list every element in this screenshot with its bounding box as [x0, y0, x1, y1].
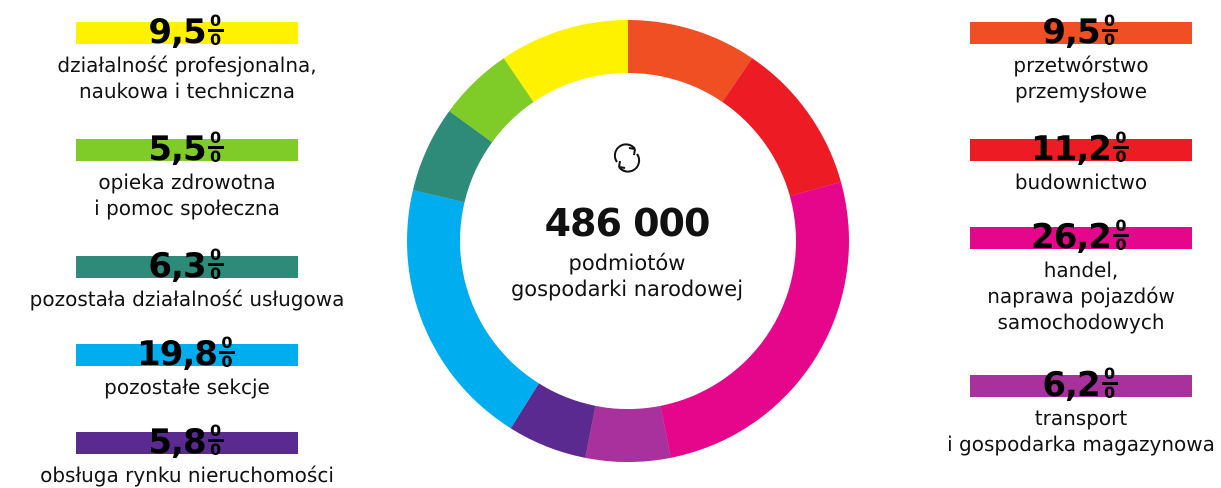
total-label: podmiotów gospodarki narodowej — [487, 250, 767, 302]
legend-label-line: obsługa rynku nieruchomości — [40, 463, 334, 487]
legend-label-line: przemysłowe — [1014, 79, 1148, 103]
legend-label-line: handel, — [1043, 258, 1119, 282]
chart-center: 486 000 podmiotów gospodarki narodowej — [487, 140, 767, 302]
legend-value: 26,2 0 0 — [970, 218, 1192, 255]
legend-item-health: 5,5 0 0 opieka zdrowotna i pomoc społeczna — [17, 130, 357, 221]
legend-label-line: i pomoc społeczna — [94, 196, 280, 220]
legend-color-bar: 26,2 0 0 — [970, 218, 1192, 255]
total-label-line: podmiotów — [568, 251, 686, 275]
legend-item-professional: 9,5 0 0 działalność profesjonalna, naukowa… — [17, 13, 357, 104]
legend-label-line: naukowa i techniczna — [78, 79, 296, 103]
donut-slice — [407, 190, 539, 429]
legend-label-line: działalność profesjonalna, — [57, 53, 317, 77]
donut-slice — [660, 182, 849, 458]
donut-slice — [628, 20, 753, 103]
legend-label-line: i gospodarka magazynowa — [947, 432, 1215, 456]
legend-item-other-sections: 19,8 0 0 pozostałe sekcje — [17, 335, 357, 400]
legend-item-transport: 6,2 0 0 transport i gospodarka magazynowa — [911, 366, 1221, 457]
legend-label-line: transport — [1034, 406, 1128, 430]
total-value: 486 000 — [544, 201, 711, 245]
donut-slice — [449, 58, 534, 143]
legend-label: obsługa rynku nieruchomości — [17, 462, 357, 488]
donut-slice — [585, 405, 671, 463]
legend-value: 5,8 0 0 — [76, 423, 298, 460]
legend-label-line: opieka zdrowotna — [98, 170, 276, 194]
legend-color-bar: 19,8 0 0 — [76, 335, 298, 372]
legend-color-bar: 5,5 0 0 — [76, 130, 298, 167]
legend-label: transport i gospodarka magazynowa — [911, 405, 1221, 457]
legend-item-trade: 26,2 0 0 handel, naprawa pojazdów samochod… — [911, 218, 1221, 335]
legend-label-line: przetwórstwo — [1013, 53, 1149, 77]
legend-value: 9,5 0 0 — [76, 13, 298, 50]
legend-label-line: pozostałe sekcje — [104, 375, 270, 399]
legend-label-line: pozostała działalność usługowa — [29, 287, 345, 311]
legend-label: przetwórstwo przemysłowe — [911, 52, 1221, 104]
legend-item-construction: 11,2 0 0 budownictwo — [911, 130, 1221, 195]
legend-label-line: budownictwo — [1014, 170, 1148, 194]
legend-color-bar: 6,2 0 0 — [970, 366, 1192, 403]
legend-value: 9,5 0 0 — [970, 13, 1192, 50]
legend-value: 6,2 0 0 — [970, 366, 1192, 403]
donut-slice — [510, 383, 596, 458]
legend-item-manufacturing: 9,5 0 0 przetwórstwo przemysłowe — [911, 13, 1221, 104]
legend-label: opieka zdrowotna i pomoc społeczna — [17, 169, 357, 221]
legend-value: 11,2 0 0 — [970, 130, 1192, 167]
legend-item-other-services: 6,3 0 0 pozostała działalność usługowa — [17, 247, 357, 312]
legend-value: 19,8 0 0 — [76, 335, 298, 372]
legend-color-bar: 6,3 0 0 — [76, 247, 298, 284]
total-label-line: gospodarki narodowej — [510, 277, 744, 301]
donut-chart — [407, 20, 849, 463]
legend-label: pozostała działalność usługowa — [17, 286, 357, 312]
legend-label-line: samochodowych — [997, 310, 1165, 334]
legend-label: budownictwo — [911, 169, 1221, 195]
legend-item-real-estate: 5,8 0 0 obsługa rynku nieruchomości — [17, 423, 357, 488]
donut-slice — [412, 111, 493, 203]
legend-color-bar: 9,5 0 0 — [970, 13, 1192, 50]
legend-label-line: naprawa pojazdów — [987, 284, 1175, 308]
legend-label: handel, naprawa pojazdów samochodowych — [911, 257, 1221, 335]
legend-label: działalność profesjonalna, naukowa i tec… — [17, 52, 357, 104]
legend-color-bar: 9,5 0 0 — [76, 13, 298, 50]
refresh-arrows-icon — [613, 143, 641, 173]
legend-value: 6,3 0 0 — [76, 247, 298, 284]
donut-slice — [503, 20, 628, 103]
legend-label: pozostałe sekcje — [17, 374, 357, 400]
legend-color-bar: 11,2 0 0 — [970, 130, 1192, 167]
donut-slice — [722, 58, 841, 197]
legend-value: 5,5 0 0 — [76, 130, 298, 167]
legend-color-bar: 5,8 0 0 — [76, 423, 298, 460]
